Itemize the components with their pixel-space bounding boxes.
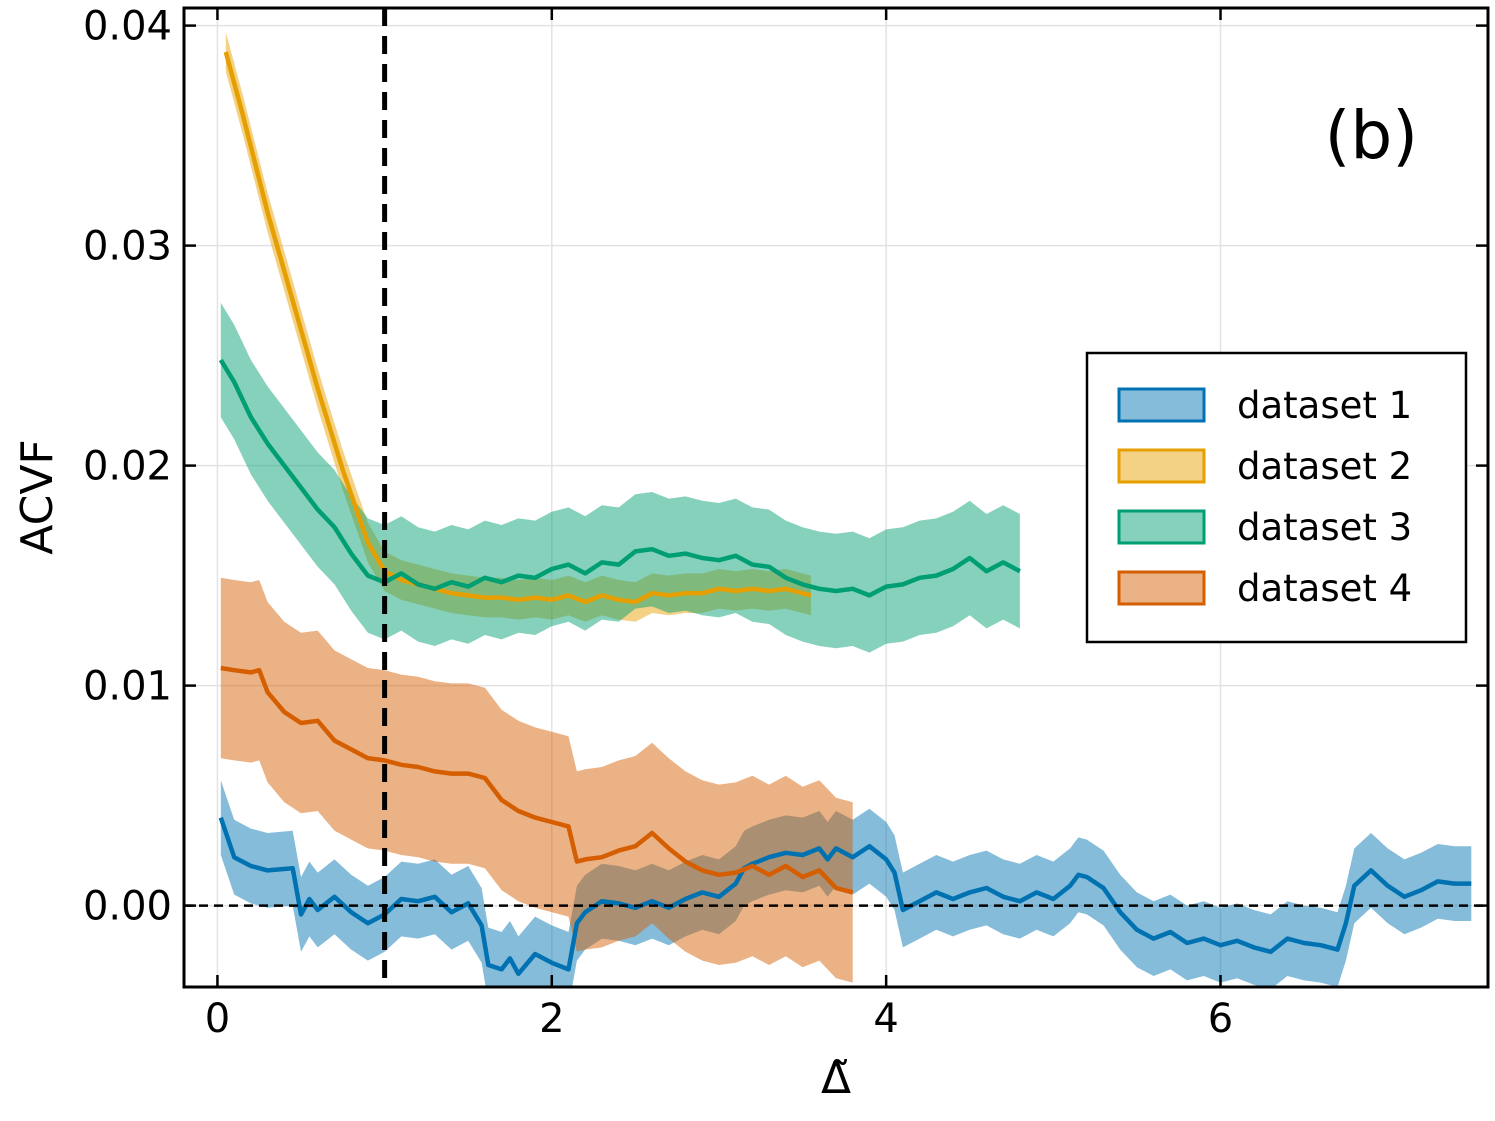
legend-label-dataset-4: dataset 4 [1237, 567, 1412, 610]
axis-ticks: 0 2 4 6 0.00 0.01 0.02 0.03 0.04 [83, 4, 1488, 1042]
y-tick-label: 0.02 [83, 444, 172, 490]
band-dataset-4 [220, 577, 853, 983]
x-tick-label: 4 [873, 996, 898, 1042]
reference-lines [184, 8, 1488, 987]
x-tick-label: 6 [1208, 996, 1233, 1042]
legend-swatch-dataset-3 [1117, 509, 1206, 545]
panel-label: (b) [1325, 97, 1418, 174]
legend-box [1085, 351, 1468, 644]
legend-label-dataset-3: dataset 3 [1237, 506, 1412, 549]
legend-label-dataset-2: dataset 2 [1237, 445, 1412, 488]
y-tick-label: 0.01 [83, 664, 172, 710]
legend-swatch-dataset-1 [1117, 387, 1206, 423]
band-dataset-3 [220, 302, 1020, 653]
plot-frame [182, 6, 1490, 989]
x-tick-label: 2 [539, 996, 564, 1042]
x-tick-label: 0 [205, 996, 230, 1042]
y-axis-label: ACVF [12, 439, 63, 554]
x-axis-label: Δ̃ [821, 1053, 851, 1104]
legend: dataset 1 dataset 2 dataset 3 dataset 4 [1085, 351, 1468, 644]
line-dataset-1 [218, 816, 1472, 977]
line-dataset-2 [223, 51, 812, 605]
y-tick-label: 0.03 [83, 224, 172, 270]
line-dataset-4 [220, 665, 854, 895]
legend-swatch-dataset-4 [1117, 570, 1206, 606]
legend-swatch-dataset-2 [1117, 448, 1206, 484]
legend-label-dataset-1: dataset 1 [1237, 384, 1412, 427]
line-dataset-3 [218, 358, 1021, 598]
y-tick-label: 0.00 [83, 884, 172, 930]
series-lines [218, 51, 1472, 977]
y-tick-label: 0.04 [83, 4, 172, 50]
